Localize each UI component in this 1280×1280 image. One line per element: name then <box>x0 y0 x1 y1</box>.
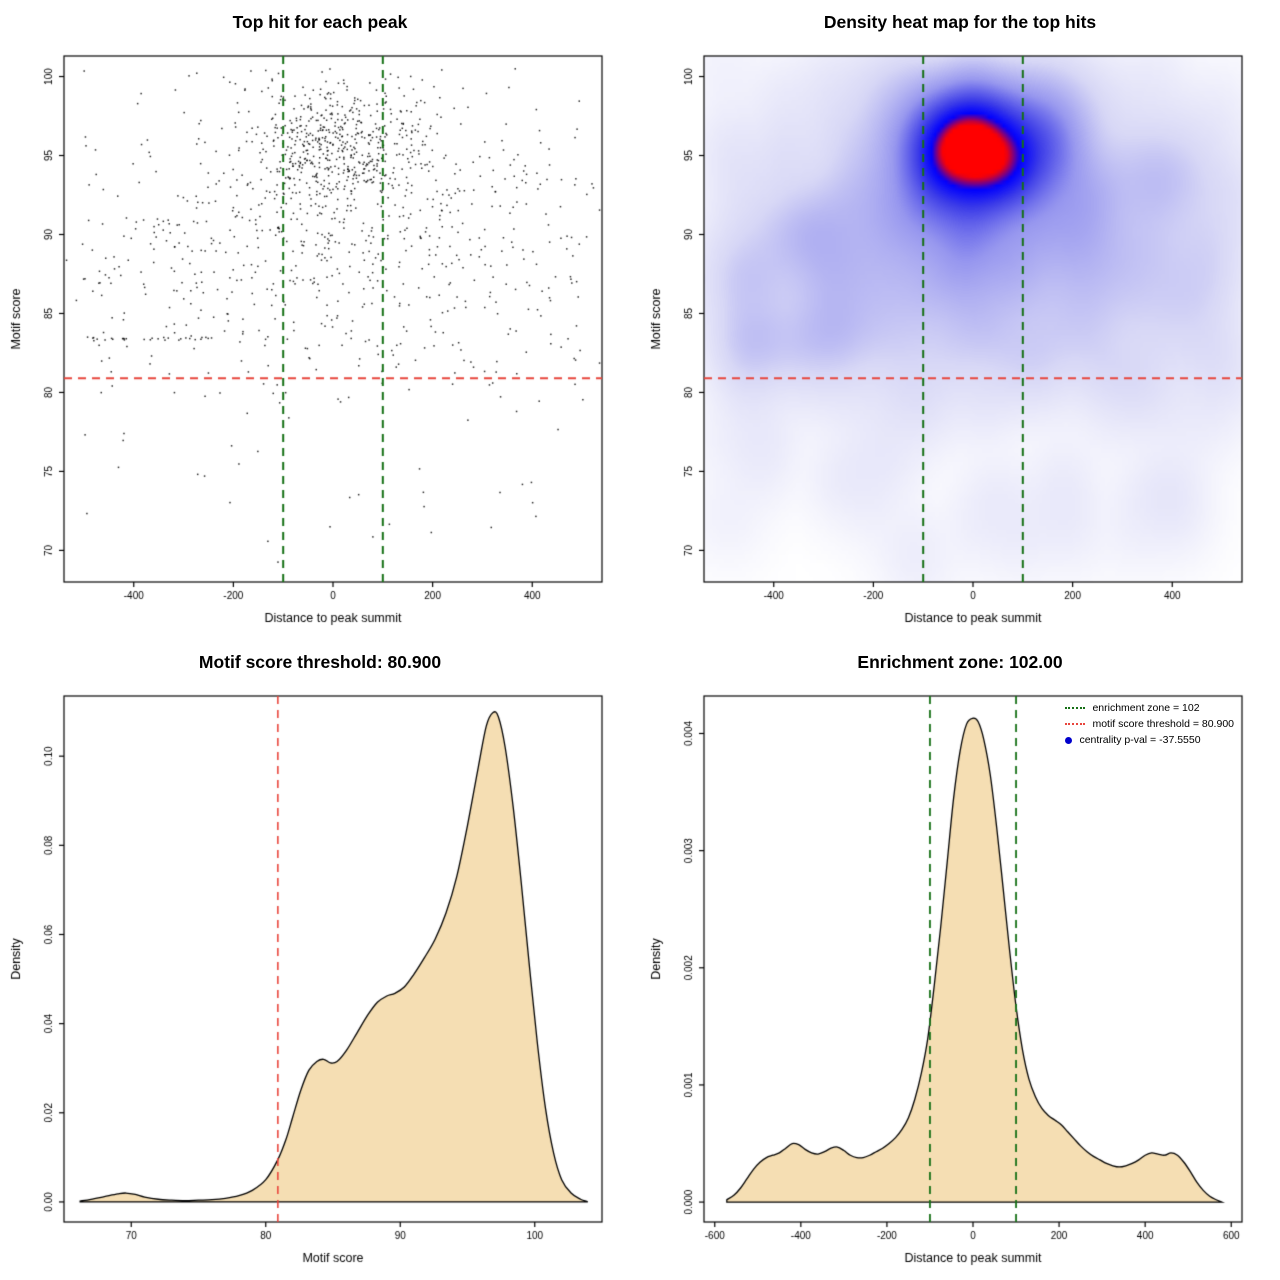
heatmap-title: Density heat map for the top hits <box>823 12 1097 32</box>
legend-item-motif-threshold: motif score threshold = 80.900 <box>1065 718 1234 730</box>
scatter-title: Top hit for each peak <box>232 12 408 32</box>
panel-density-heatmap: Density heat map for the top hits <box>640 0 1280 640</box>
legend-label-centrality-pval: centrality p-val = -37.5550 <box>1079 734 1201 746</box>
blue-dot-swatch <box>1065 736 1073 744</box>
panel-enrichment-zone-density: Enrichment zone: 102.00 enrichment zone … <box>640 640 1280 1280</box>
heatmap-canvas <box>640 42 1280 640</box>
enrichment-zone-title: Enrichment zone: 102.00 <box>857 652 1063 672</box>
plot-legend: enrichment zone = 102 motif score thresh… <box>1065 702 1234 746</box>
distance-density-canvas <box>640 682 1280 1280</box>
legend-label-motif-threshold: motif score threshold = 80.900 <box>1092 718 1234 730</box>
legend-label-enrichment-zone: enrichment zone = 102 <box>1092 702 1200 714</box>
legend-item-enrichment-zone: enrichment zone = 102 <box>1065 702 1234 714</box>
panel-motif-score-density: Motif score threshold: 80.900 <box>0 640 640 1280</box>
green-dotted-line-swatch <box>1065 707 1086 709</box>
panel-top-hit-scatter: Top hit for each peak <box>0 0 640 640</box>
legend-item-centrality-pval: centrality p-val = -37.5550 <box>1065 734 1234 746</box>
motif-score-density-title: Motif score threshold: 80.900 <box>198 652 442 672</box>
motif-score-density-canvas <box>0 682 640 1280</box>
red-dotted-line-swatch <box>1065 723 1086 725</box>
scatter-plot-canvas <box>0 42 640 640</box>
